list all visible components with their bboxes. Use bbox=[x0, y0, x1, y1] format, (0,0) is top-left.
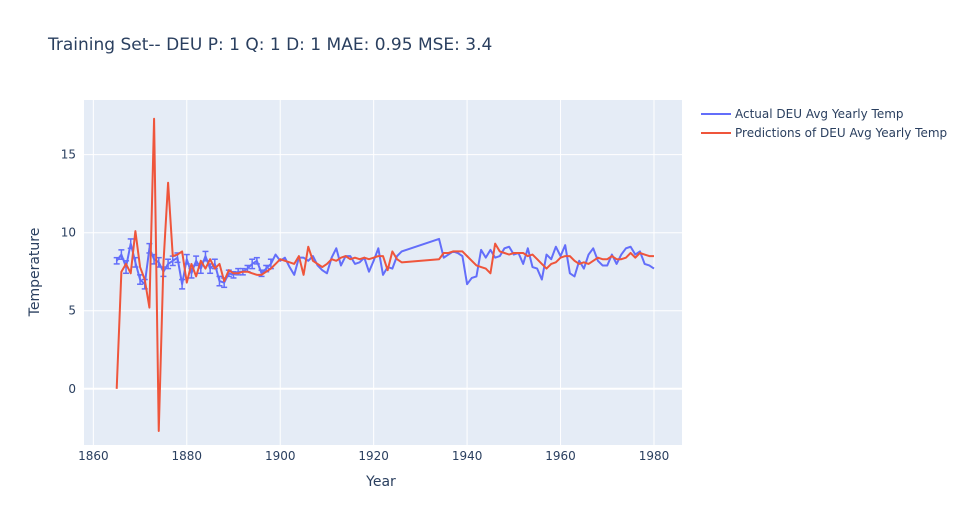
legend-label-predictions[interactable]: Predictions of DEU Avg Yearly Temp bbox=[735, 126, 947, 140]
x-axis-title: Year bbox=[365, 474, 396, 490]
x-tick-label: 1860 bbox=[78, 449, 109, 463]
grid bbox=[84, 100, 682, 445]
y-tick-label: 5 bbox=[68, 304, 76, 318]
y-tick-label: 0 bbox=[68, 382, 76, 396]
series-line-actual[interactable] bbox=[115, 237, 655, 286]
y-tick-label: 10 bbox=[61, 226, 76, 240]
y-tick-label: 15 bbox=[61, 148, 76, 162]
x-tick-label: 1880 bbox=[172, 449, 203, 463]
legend: Actual DEU Avg Yearly Temp Predictions o… bbox=[701, 107, 947, 140]
x-tick-label: 1920 bbox=[358, 449, 389, 463]
x-tick-label: 1960 bbox=[545, 449, 576, 463]
x-tick-label: 1940 bbox=[452, 449, 483, 463]
chart-title: Training Set-- DEU P: 1 Q: 1 D: 1 MAE: 0… bbox=[47, 35, 492, 55]
series-line-predictions[interactable] bbox=[115, 117, 654, 432]
x-axis-ticks: 1860 1880 1900 1920 1940 1960 1980 bbox=[78, 449, 669, 463]
x-tick-label: 1980 bbox=[639, 449, 670, 463]
x-tick-label: 1900 bbox=[265, 449, 296, 463]
y-axis-title: Temperature bbox=[27, 228, 43, 318]
y-axis-ticks: 0 5 10 15 bbox=[61, 148, 76, 396]
series-lines bbox=[115, 117, 655, 432]
legend-label-actual[interactable]: Actual DEU Avg Yearly Temp bbox=[735, 107, 904, 121]
